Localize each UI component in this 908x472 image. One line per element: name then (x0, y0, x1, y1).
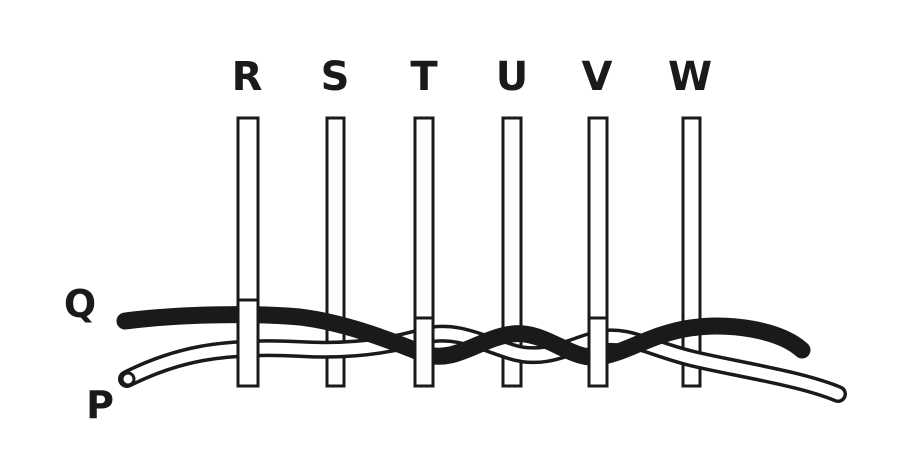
weft-label-q: Q (64, 282, 96, 326)
warp-label-w: W (668, 54, 712, 100)
warp-overlaps (236, 298, 609, 388)
warp-label-r: R (232, 54, 263, 100)
warp-label-v: V (582, 54, 613, 100)
warp-labels: R S T U V W (232, 54, 712, 100)
warp-thread-w (681, 116, 702, 388)
warp-thread-u (501, 116, 523, 388)
warp-over-r (236, 298, 260, 388)
warp-over-t (413, 316, 435, 388)
weft-strand-p (118, 324, 847, 403)
weft-label-p: P (86, 383, 114, 427)
strand-end-loop (120, 371, 136, 387)
warp-label-s: S (321, 54, 350, 100)
warp-label-u: U (496, 54, 528, 100)
warp-label-t: T (410, 54, 438, 100)
weft-strand-q (116, 306, 811, 366)
warp-over-v (587, 316, 609, 388)
